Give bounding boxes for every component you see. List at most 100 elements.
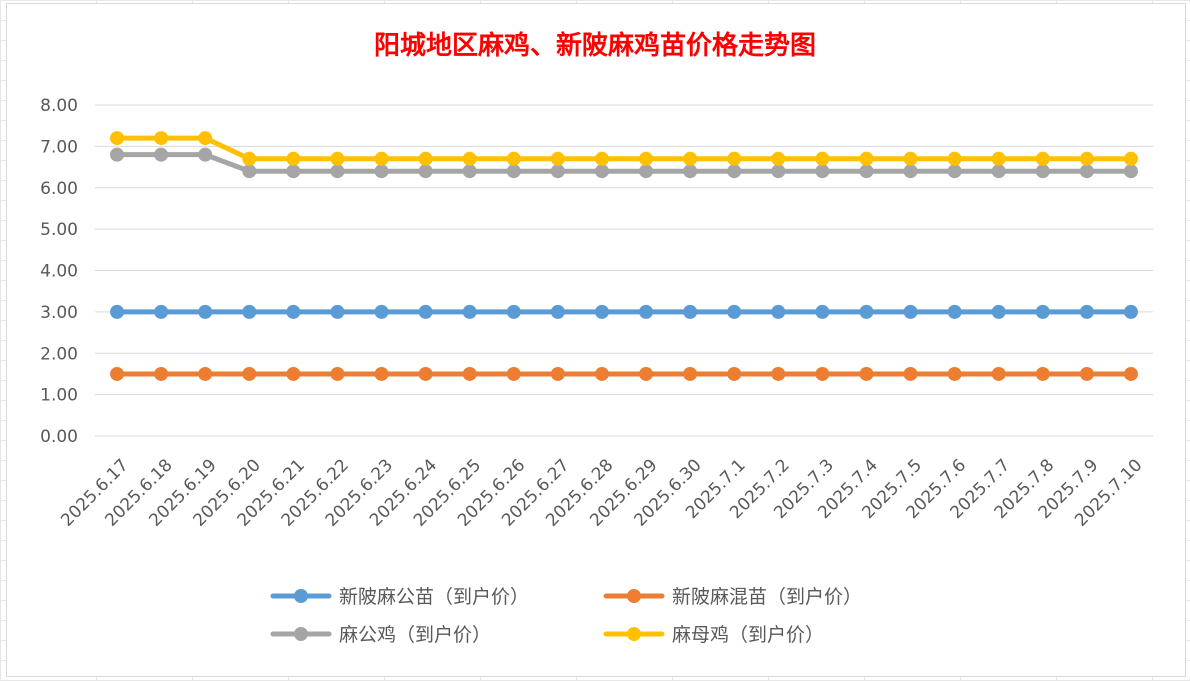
legend-item[interactable]: 新陂麻公苗（到户价） [270,586,529,608]
series-2 [110,366,1138,381]
data-point [947,164,962,179]
x-axis-ticks: 2025.6.172025.6.182025.6.192025.6.202025… [57,455,1146,530]
data-point [991,366,1006,381]
legend-marker [627,589,641,603]
data-point [550,304,565,319]
data-point [639,151,654,166]
data-point [859,151,874,166]
data-point [418,151,433,166]
chart-area[interactable] [6,3,1186,677]
legend-marker [627,627,641,641]
data-point [639,164,654,179]
y-tick-label: 6.00 [40,179,78,199]
data-point [1035,164,1050,179]
legend-item[interactable]: 麻公鸡（到户价） [270,624,491,646]
data-point [594,366,609,381]
legend-label: 新陂麻混苗（到户价） [672,586,862,608]
data-point [286,151,301,166]
data-point [1123,304,1138,319]
data-point [198,366,213,381]
legend-label: 麻母鸡（到户价） [672,624,824,646]
data-point [154,304,169,319]
legend-item[interactable]: 新陂麻混苗（到户价） [603,586,862,608]
data-point [154,147,169,162]
data-point [991,164,1006,179]
data-point [727,164,742,179]
data-point [110,147,125,162]
data-point [639,304,654,319]
legend-marker [294,589,308,603]
data-point [815,151,830,166]
data-point [594,304,609,319]
data-point [1123,164,1138,179]
data-point [374,304,389,319]
data-point [771,366,786,381]
data-point [330,151,345,166]
data-point [242,304,257,319]
data-point [242,164,257,179]
data-point [947,151,962,166]
data-point [991,151,1006,166]
data-point [330,304,345,319]
data-point [198,147,213,162]
data-point [418,304,433,319]
data-point [1123,151,1138,166]
series-3 [110,147,1138,179]
data-point [683,151,698,166]
y-tick-label: 0.00 [40,427,78,447]
data-point [683,366,698,381]
data-point [1079,151,1094,166]
data-point [727,304,742,319]
data-point [418,366,433,381]
data-point [815,366,830,381]
data-point [242,151,257,166]
data-point [462,366,477,381]
data-point [462,151,477,166]
data-point [374,366,389,381]
legend-marker [294,627,308,641]
data-point [771,164,786,179]
series-1 [110,304,1138,319]
data-point [110,131,125,146]
legend-label: 麻公鸡（到户价） [339,624,491,646]
data-point [859,366,874,381]
data-point [550,366,565,381]
legend[interactable]: 新陂麻公苗（到户价） 新陂麻混苗（到户价） 麻公鸡（到户价） 麻母鸡（到户价） [270,586,862,646]
series-line [114,135,1134,162]
data-point [330,164,345,179]
data-point [506,366,521,381]
y-tick-label: 4.00 [40,262,78,282]
data-point [727,151,742,166]
data-point [374,164,389,179]
chart-title: 阳城地区麻鸡、新陂麻鸡苗价格走势图 [374,30,816,61]
data-point [683,164,698,179]
data-point [1035,366,1050,381]
data-point [286,164,301,179]
data-point [594,164,609,179]
series-4 [110,131,1138,166]
data-point [242,366,257,381]
data-point [903,304,918,319]
data-point [683,304,698,319]
data-point [462,164,477,179]
data-point [903,164,918,179]
data-point [947,304,962,319]
data-point [594,151,609,166]
data-point [330,366,345,381]
data-point [947,366,962,381]
data-point [550,151,565,166]
data-point [286,304,301,319]
data-point [859,164,874,179]
y-tick-label: 5.00 [40,220,78,240]
series-lines [110,131,1138,381]
legend-item[interactable]: 麻母鸡（到户价） [603,624,824,646]
data-point [815,164,830,179]
y-tick-label: 1.00 [40,386,78,406]
data-point [550,164,565,179]
data-point [639,366,654,381]
gridlines [95,104,1153,437]
data-point [154,131,169,146]
data-point [462,304,477,319]
